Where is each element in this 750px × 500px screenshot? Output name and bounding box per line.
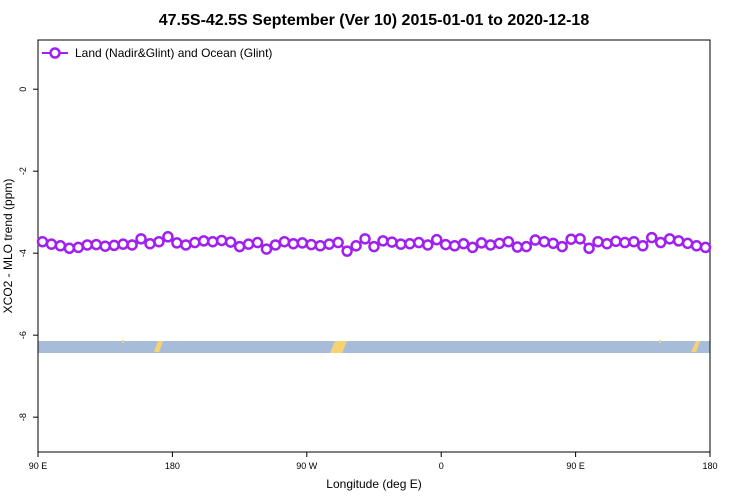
data-point — [153, 235, 165, 248]
data-point — [430, 233, 443, 246]
data-point — [189, 236, 201, 249]
land-patch — [659, 340, 661, 343]
data-point — [637, 240, 649, 252]
data-point — [601, 237, 613, 250]
data-point — [144, 237, 156, 250]
legend-marker — [49, 47, 61, 59]
data-point — [592, 235, 604, 248]
data-point — [278, 235, 291, 248]
x-tick-label: 180 — [165, 461, 180, 471]
data-point — [135, 233, 147, 245]
y-tick-label: -4 — [18, 249, 28, 257]
data-point — [99, 240, 111, 252]
x-tick-label: 90 W — [296, 461, 318, 471]
data-point — [448, 240, 461, 252]
data-point — [296, 237, 309, 249]
data-point — [251, 236, 264, 249]
y-axis-label: XCO2 - MLO trend (ppm) — [1, 179, 15, 314]
land-patch — [330, 341, 347, 353]
land-patch — [154, 341, 163, 352]
data-point — [681, 237, 694, 250]
data-point — [663, 233, 676, 245]
x-tick-label: 0 — [439, 461, 444, 471]
y-tick-label: -2 — [18, 167, 28, 175]
data-point — [90, 238, 102, 251]
data-point — [422, 239, 434, 251]
data-point — [386, 236, 398, 248]
data-point — [224, 236, 237, 248]
data-point — [628, 235, 640, 248]
data-point — [404, 237, 416, 250]
data-point — [529, 234, 542, 246]
data-point — [305, 238, 318, 251]
data-point — [359, 233, 371, 245]
legend-label: Land (Nadir&Glint) and Ocean (Glint) — [75, 46, 272, 60]
data-point — [690, 240, 703, 252]
data-point — [574, 233, 586, 245]
x-tick-label: 90 E — [566, 461, 585, 471]
data-point — [341, 245, 353, 257]
data-point — [538, 235, 550, 248]
data-point — [699, 241, 712, 254]
land-patch — [691, 341, 700, 352]
land-patch — [122, 340, 124, 343]
data-point — [54, 240, 67, 252]
data-point — [646, 231, 658, 244]
data-point — [439, 238, 452, 251]
chart-title: 47.5S-42.5S September (Ver 10) 2015-01-0… — [159, 12, 590, 29]
data-point — [619, 236, 631, 249]
data-point — [162, 231, 174, 243]
data-point — [198, 235, 210, 247]
data-point — [493, 237, 506, 250]
ocean-band — [38, 341, 710, 353]
data-point — [466, 241, 479, 254]
data-point — [81, 239, 94, 251]
data-point — [502, 235, 515, 248]
data-point — [206, 235, 219, 248]
data-point — [610, 235, 622, 248]
data-point — [215, 234, 228, 247]
data-point — [126, 239, 138, 251]
data-point — [377, 235, 389, 247]
x-tick-label: 90 E — [29, 461, 48, 471]
data-point — [314, 240, 326, 252]
data-point — [287, 237, 300, 250]
data-point — [171, 237, 183, 249]
data-point — [484, 239, 497, 251]
data-point — [556, 240, 568, 253]
data-point — [565, 233, 577, 245]
x-axis-label: Longitude (deg E) — [326, 477, 421, 491]
data-point — [117, 238, 129, 250]
data-point — [242, 238, 255, 250]
data-point — [672, 235, 685, 247]
data-point — [260, 243, 273, 255]
data-point — [108, 239, 120, 252]
x-tick-label: 180 — [702, 461, 717, 471]
surface-band — [38, 340, 710, 353]
data-point — [323, 238, 335, 250]
data-point — [520, 240, 533, 253]
data-point — [368, 240, 380, 253]
data-point — [72, 241, 85, 254]
y-tick-label: 0 — [18, 87, 28, 92]
data-point — [45, 238, 58, 250]
data-point — [511, 241, 524, 253]
data-point — [63, 242, 76, 255]
data-point — [654, 236, 667, 249]
data-point — [36, 235, 49, 248]
data-point — [457, 237, 470, 250]
y-tick-label: -6 — [18, 331, 28, 339]
data-point — [180, 239, 192, 251]
data-point — [350, 240, 362, 252]
data-point — [583, 242, 595, 255]
data-point — [413, 236, 425, 249]
y-tick-label: -8 — [18, 413, 28, 421]
data-point — [269, 239, 282, 251]
data-point — [233, 240, 246, 253]
data-point — [332, 236, 344, 249]
data-point — [547, 237, 559, 250]
data-point — [395, 238, 407, 250]
data-point — [475, 237, 488, 249]
